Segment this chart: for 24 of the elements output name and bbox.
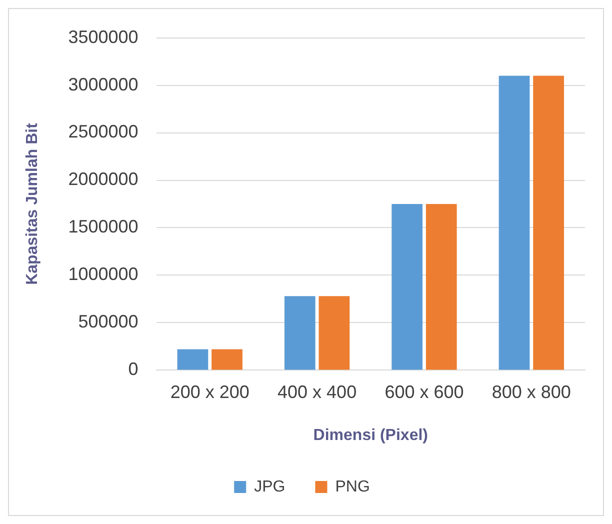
y-tick-label: 1500000 (68, 216, 138, 237)
legend-label: JPG (254, 478, 286, 496)
x-tick-label: 400 x 400 (278, 382, 357, 402)
bar (318, 296, 350, 370)
legend-label: PNG (335, 478, 370, 496)
y-tick-label: 0 (128, 359, 138, 380)
x-axis-title: Dimensi (Pixel) (313, 426, 428, 444)
bar (284, 296, 316, 370)
y-tick-label: 1000000 (68, 264, 138, 284)
bar (498, 76, 530, 370)
bar (533, 76, 564, 370)
y-tick-label: 3000000 (68, 74, 138, 94)
bar (392, 204, 423, 370)
y-tick-label: 500000 (78, 312, 138, 332)
x-tick-label: 800 x 800 (492, 382, 571, 402)
y-axis-title: Kapasitas Jumlah Bit (24, 122, 42, 285)
bar (177, 349, 208, 370)
y-tick-label: 2500000 (68, 122, 138, 142)
x-tick-label: 600 x 600 (384, 382, 464, 402)
bar (426, 204, 457, 370)
y-tick-label: 2000000 (68, 169, 138, 190)
bar (212, 349, 242, 370)
x-tick-label: 200 x 200 (170, 382, 250, 402)
y-tick-label: 3500000 (68, 26, 138, 47)
